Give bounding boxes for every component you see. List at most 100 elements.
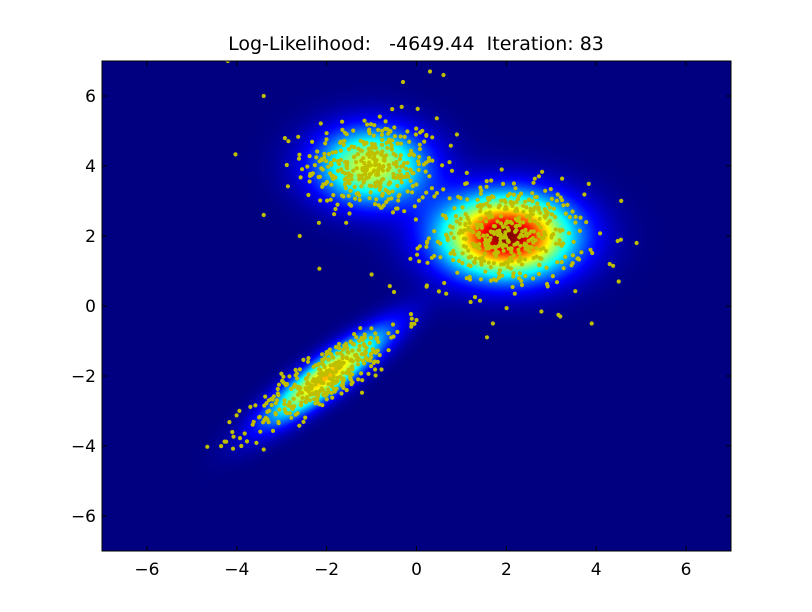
scatter-point [561, 241, 566, 246]
scatter-point [326, 164, 331, 169]
scatter-point [444, 216, 449, 221]
scatter-point [337, 346, 342, 351]
scatter-point [284, 162, 289, 168]
scatter-point [312, 397, 317, 402]
scatter-point [338, 364, 343, 369]
scatter-point [478, 209, 483, 214]
scatter-point [315, 397, 320, 402]
scatter-point [390, 322, 396, 327]
scatter-point [378, 180, 383, 185]
scatter-point [328, 171, 333, 176]
scatter-point [582, 192, 587, 197]
scatter-point [359, 335, 364, 340]
scatter-point [379, 142, 385, 147]
scatter-point [358, 326, 363, 331]
scatter-point [536, 231, 541, 236]
scatter-point [479, 225, 484, 230]
scatter-point [554, 280, 560, 285]
scatter-point [386, 331, 391, 336]
scatter-point [521, 203, 526, 208]
scatter-point [354, 166, 359, 171]
scatter-point [509, 246, 514, 251]
scatter-point [435, 239, 440, 244]
scatter-point [337, 359, 342, 364]
scatter-point [371, 360, 376, 365]
scatter-point [416, 167, 421, 173]
scatter-point [598, 231, 603, 236]
scatter-point [453, 214, 458, 219]
scatter-point [359, 184, 364, 189]
scatter-point [514, 228, 519, 233]
scatter-point [306, 385, 311, 390]
scatter-point [360, 378, 365, 383]
scatter-point [563, 211, 568, 216]
scatter-point [516, 247, 521, 252]
scatter-point [287, 400, 292, 405]
scatter-point [561, 203, 566, 208]
scatter-point [359, 390, 365, 395]
scatter-point [331, 176, 336, 181]
scatter-point [347, 181, 352, 186]
scatter-point [448, 143, 453, 148]
scatter-point [373, 367, 378, 372]
scatter-point [361, 139, 366, 145]
scatter-point [499, 198, 504, 203]
scatter-point [495, 250, 501, 255]
scatter-point [611, 263, 616, 268]
scatter-point [408, 178, 413, 183]
scatter-point [368, 358, 373, 363]
scatter-point [417, 142, 422, 147]
scatter-point [492, 224, 497, 229]
scatter-point [276, 382, 282, 387]
x-axis-tick-labels: −6 −4 −2 0 2 4 6 [134, 560, 691, 580]
scatter-point [298, 175, 303, 180]
scatter-point [362, 352, 367, 357]
scatter-point [391, 151, 396, 156]
scatter-point [451, 248, 456, 253]
scatter-point [412, 321, 417, 326]
scatter-point [526, 197, 532, 202]
scatter-point [295, 376, 300, 381]
scatter-point [318, 121, 323, 126]
scatter-point [540, 169, 545, 174]
scatter-point [484, 211, 489, 216]
scatter-point [303, 415, 308, 420]
scatter-point [495, 219, 500, 224]
scatter-point [570, 253, 576, 258]
scatter-point [377, 187, 382, 192]
scatter-point [486, 260, 491, 265]
scatter-point [409, 324, 414, 329]
scatter-point [380, 137, 385, 142]
scatter-point [329, 182, 334, 187]
scatter-point [455, 270, 460, 275]
scatter-point [563, 254, 568, 259]
scatter-point [578, 215, 583, 220]
scatter-point [444, 291, 449, 296]
scatter-point [399, 172, 404, 177]
scatter-point [219, 444, 224, 449]
scatter-point [282, 401, 287, 407]
scatter-point [434, 191, 439, 196]
scatter-point [377, 114, 382, 119]
scatter-point [357, 338, 362, 343]
scatter-point [570, 261, 575, 266]
scatter-point [333, 206, 338, 212]
x-tick-label: −4 [224, 560, 249, 580]
scatter-point [317, 367, 322, 372]
scatter-point [502, 233, 508, 238]
scatter-point [336, 159, 341, 165]
scatter-point [391, 172, 396, 177]
scatter-point [408, 148, 414, 153]
scatter-point [549, 212, 555, 217]
scatter-point [373, 184, 378, 189]
scatter-point [352, 145, 357, 150]
scatter-point [535, 201, 540, 206]
x-tick-label: 4 [591, 560, 602, 580]
scatter-point [300, 395, 305, 400]
scatter-point [376, 127, 381, 132]
scatter-point [355, 191, 361, 196]
scatter-point [254, 440, 259, 445]
scatter-point [320, 357, 325, 363]
scatter-point [269, 403, 274, 408]
scatter-point [335, 168, 341, 173]
